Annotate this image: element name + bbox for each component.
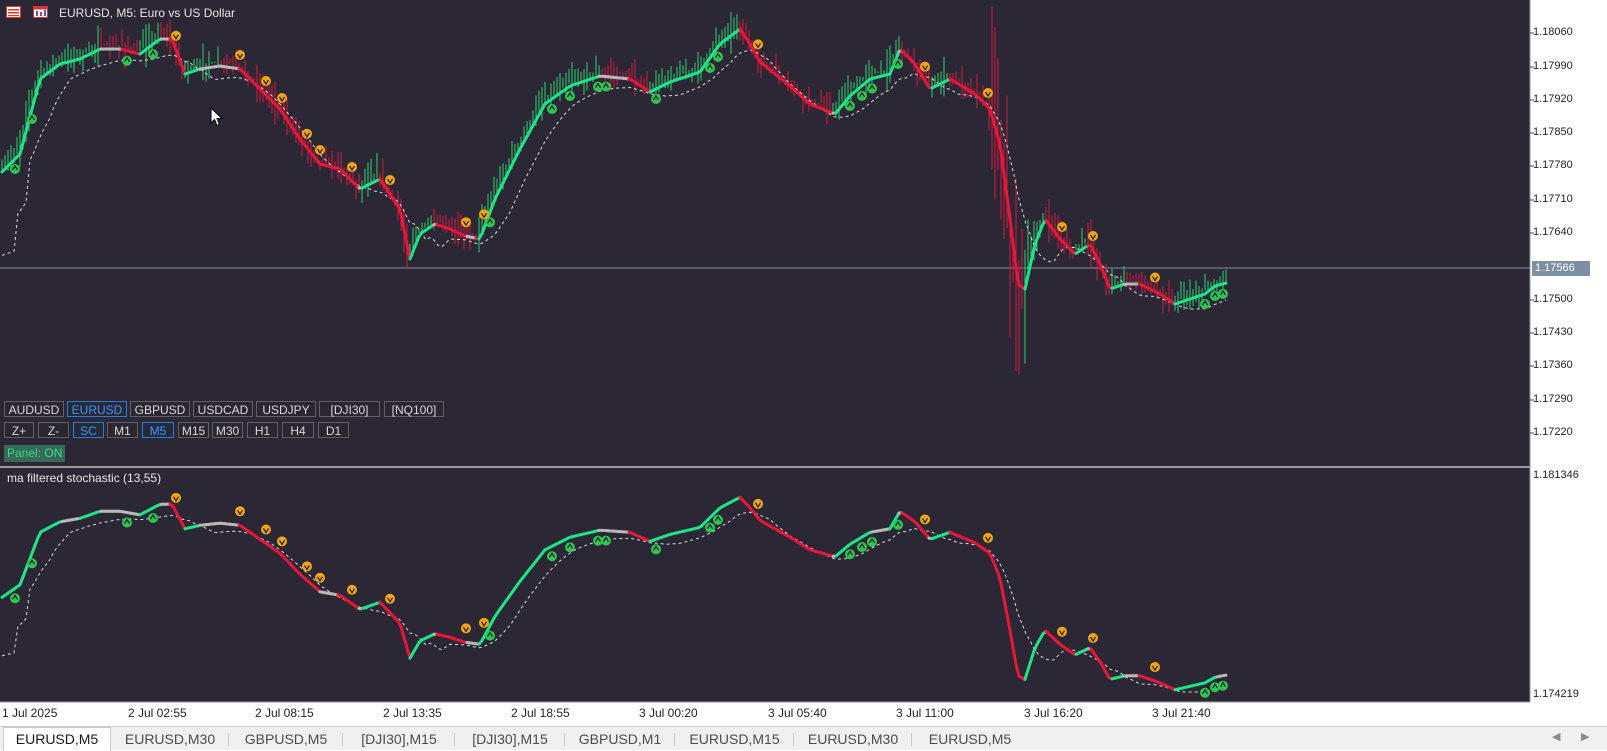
control-button-h4[interactable]: H4 <box>282 422 314 438</box>
price-axis-label: 1.17430 <box>1533 326 1573 338</box>
tab-separator <box>564 733 565 746</box>
tab-separator <box>228 733 229 746</box>
chart-tab[interactable]: GBPUSD,M5 <box>230 728 342 750</box>
tab-separator <box>911 733 912 746</box>
panel-status-badge[interactable]: Panel: ON <box>4 445 65 462</box>
chart-list-icon[interactable] <box>6 6 21 18</box>
chart-window-icon[interactable] <box>33 6 48 18</box>
tab-separator <box>793 733 794 746</box>
indicator-axis-label: 1.174219 <box>1533 688 1579 700</box>
chart-tab[interactable]: EURUSD,M30 <box>112 728 228 750</box>
tabs-scroll-right-icon[interactable]: ▶ <box>1581 730 1589 743</box>
time-axis-label: 2 Jul 18:55 <box>511 706 570 720</box>
tab-separator <box>342 733 343 746</box>
chart-canvas[interactable] <box>0 0 1607 726</box>
time-axis-label: 3 Jul 11:00 <box>896 706 954 720</box>
price-axis-label: 1.17780 <box>1533 159 1573 171</box>
time-axis-label: 3 Jul 05:40 <box>768 706 827 720</box>
price-axis-label: 1.17220 <box>1533 426 1573 438</box>
price-axis-label: 1.18060 <box>1533 26 1573 38</box>
price-axis-label: 1.17640 <box>1533 226 1573 238</box>
symbol-button-eurusd[interactable]: EURUSD <box>67 401 127 417</box>
mouse-cursor-icon <box>210 107 224 127</box>
indicator-axis-label: 1.181346 <box>1533 469 1579 481</box>
chart-area[interactable]: EURUSD, M5: Euro vs US Dollar ma filtere… <box>0 0 1607 726</box>
symbol-button-gbpusd[interactable]: GBPUSD <box>130 401 190 417</box>
chart-tab[interactable]: EURUSD,M5 <box>3 727 111 751</box>
price-axis-label: 1.17990 <box>1533 60 1573 72</box>
indicator-subwindow-background[interactable] <box>0 468 1530 702</box>
time-axis-label: 2 Jul 02:55 <box>128 706 187 720</box>
current-price-tag: 1.17566 <box>1532 261 1590 276</box>
control-button-sc[interactable]: SC <box>73 422 104 438</box>
time-axis-label: 2 Jul 08:15 <box>255 706 314 720</box>
symbol-button-audusd[interactable]: AUDUSD <box>4 401 64 417</box>
tab-separator <box>674 733 675 746</box>
stochastic-main-line <box>1223 675 1226 676</box>
chart-tab[interactable]: EURUSD,M15 <box>676 728 793 750</box>
main-chart-background[interactable] <box>0 0 1530 466</box>
tab-separator <box>454 733 455 746</box>
time-axis-label: 3 Jul 16:20 <box>1024 706 1083 720</box>
price-axis-label: 1.17500 <box>1533 293 1573 305</box>
chart-title: EURUSD, M5: Euro vs US Dollar <box>59 6 235 20</box>
tab-separator <box>110 733 111 746</box>
chart-tab[interactable]: [DJI30],M15 <box>344 728 454 750</box>
price-axis-label: 1.17360 <box>1533 359 1573 371</box>
control-button-m30[interactable]: M30 <box>212 422 243 438</box>
control-button-m5[interactable]: M5 <box>142 422 174 438</box>
control-button-d1[interactable]: D1 <box>318 422 349 438</box>
price-axis-label: 1.17710 <box>1533 193 1573 205</box>
control-button-h1[interactable]: H1 <box>247 422 278 438</box>
indicator-title: ma filtered stochastic (13,55) <box>7 471 161 485</box>
chart-tab[interactable]: EURUSD,M30 <box>795 728 911 750</box>
fast-ma-line <box>1223 283 1226 284</box>
time-axis-label: 3 Jul 00:20 <box>639 706 698 720</box>
control-button-z-minusplus[interactable]: Z+ <box>4 422 34 438</box>
chart-tab[interactable]: GBPUSD,M1 <box>566 728 674 750</box>
symbol-button-usdcad[interactable]: USDCAD <box>193 401 253 417</box>
symbol-button-usdjpy[interactable]: USDJPY <box>256 401 316 417</box>
price-axis-label: 1.17920 <box>1533 93 1573 105</box>
control-button-m1[interactable]: M1 <box>107 422 138 438</box>
control-button-m15[interactable]: M15 <box>178 422 209 438</box>
price-axis-label: 1.17290 <box>1533 393 1573 405</box>
time-axis-label: 1 Jul 2025 <box>2 706 57 720</box>
tabs-scroll-left-icon[interactable]: ◀ <box>1552 730 1560 743</box>
chart-tab[interactable]: EURUSD,M5 <box>913 728 1027 750</box>
symbol-button-dji30[interactable]: [DJI30] <box>319 401 380 417</box>
control-button-z-minus[interactable]: Z- <box>38 422 69 438</box>
time-axis-label: 2 Jul 13:35 <box>383 706 442 720</box>
time-axis-label: 3 Jul 21:40 <box>1152 706 1211 720</box>
chart-tab[interactable]: [DJI30],M15 <box>456 728 564 750</box>
symbol-button-nq100[interactable]: [NQ100] <box>384 401 444 417</box>
price-axis-label: 1.17850 <box>1533 126 1573 138</box>
